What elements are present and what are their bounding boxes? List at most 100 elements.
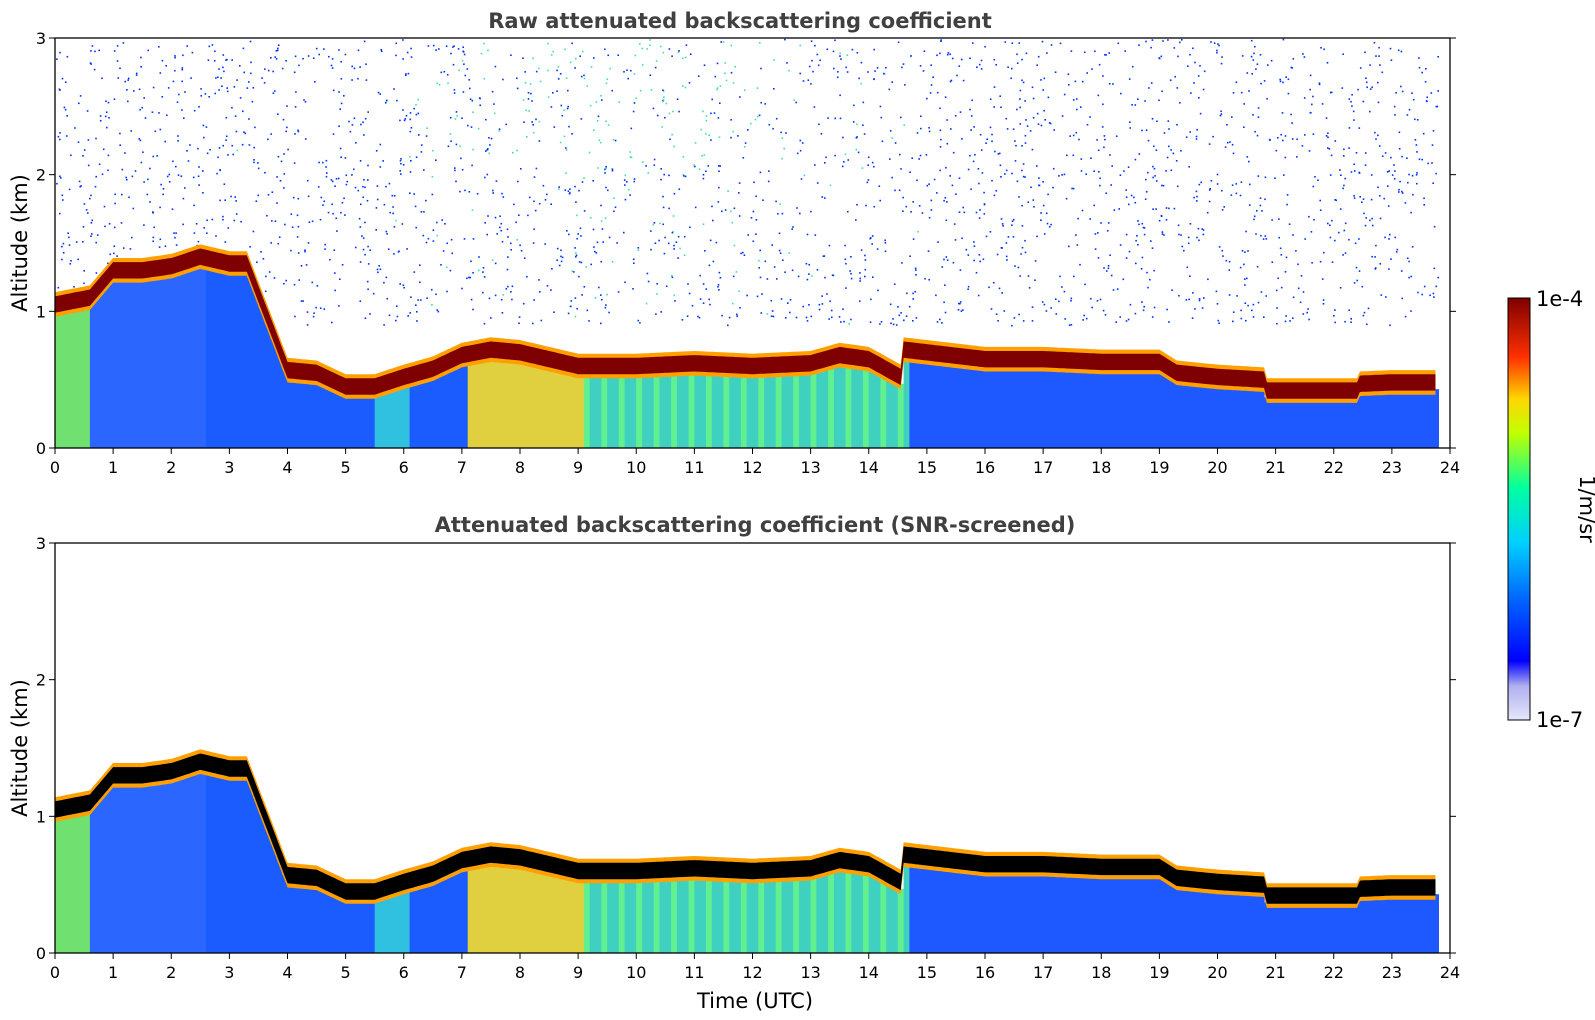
noise-pixel: [1161, 90, 1163, 93]
noise-pixel: [510, 242, 512, 245]
noise-pixel: [1411, 92, 1413, 94]
noise-pixel: [1198, 298, 1201, 300]
noise-pixel: [736, 315, 738, 318]
noise-pixel: [1099, 184, 1101, 187]
noise-pixel: [223, 70, 225, 73]
noise-pixel: [319, 307, 322, 309]
noise-pixel: [1348, 147, 1350, 149]
noise-pixel: [850, 277, 853, 280]
backscatter-column: [915, 358, 922, 448]
noise-pixel: [1348, 127, 1351, 129]
noise-pixel: [531, 100, 533, 102]
backscatter-column: [804, 370, 812, 448]
noise-pixel: [218, 147, 221, 149]
backscatter-column: [322, 383, 329, 448]
noise-pixel: [1281, 112, 1284, 114]
backscatter-column: [1327, 902, 1335, 953]
noise-pixel: [1220, 62, 1223, 65]
noise-pixel: [260, 251, 262, 253]
noise-pixel: [181, 67, 184, 69]
noise-pixel: [577, 233, 579, 235]
x-tick-label: 23: [1382, 458, 1402, 477]
noise-pixel: [1263, 80, 1266, 82]
x-tick-label: 14: [859, 963, 879, 982]
noise-pixel: [633, 180, 636, 183]
noise-pixel: [1090, 157, 1092, 159]
noise-pixel: [1109, 254, 1111, 256]
backscatter-column: [55, 310, 62, 448]
backscatter-column: [1269, 397, 1277, 448]
noise-pixel: [225, 135, 228, 138]
noise-pixel: [1172, 152, 1175, 155]
noise-pixel: [533, 299, 535, 301]
noise-pixel: [158, 112, 160, 114]
noise-pixel: [399, 159, 402, 162]
noise-pixel: [1155, 149, 1158, 151]
noise-pixel: [485, 150, 487, 152]
noise-pixel: [588, 320, 590, 322]
noise-pixel: [753, 181, 755, 184]
noise-pixel: [520, 249, 523, 252]
noise-pixel: [130, 130, 132, 132]
noise-pixel: [1417, 291, 1419, 294]
noise-pixel: [833, 67, 835, 70]
noise-pixel: [930, 199, 933, 202]
noise-pixel: [911, 157, 913, 159]
backscatter-column: [961, 868, 969, 953]
backscatter-column: [392, 386, 399, 448]
noise-pixel: [77, 141, 80, 143]
noise-pixel: [437, 310, 440, 313]
noise-pixel: [943, 258, 945, 261]
noise-pixel: [1210, 180, 1213, 182]
noise-pixel: [1433, 296, 1435, 298]
noise-pixel: [600, 95, 602, 97]
noise-pixel: [483, 42, 485, 45]
noise-pixel: [174, 236, 176, 239]
noise-pixel: [1371, 86, 1373, 89]
backscatter-column: [490, 356, 498, 448]
backscatter-column: [159, 274, 166, 448]
backscatter-column: [450, 366, 457, 448]
colorbar-unit-label: 1/m/sr: [1575, 475, 1595, 543]
noise-pixel: [278, 236, 281, 238]
noise-pixel: [973, 245, 976, 247]
noise-pixel: [566, 230, 568, 232]
noise-pixel: [1192, 47, 1194, 50]
noise-pixel: [575, 256, 577, 258]
backscatter-column: [246, 277, 254, 448]
noise-pixel: [1334, 321, 1336, 324]
noise-pixel: [539, 80, 542, 83]
noise-pixel: [283, 187, 285, 189]
noise-pixel: [482, 271, 484, 273]
x-axis-screened: 0 1 2 3 4 5 6 7 8 9 10 11 12 13 14 15 16 17 18 19 20 21 22 23 24: [50, 953, 1460, 982]
noise-pixel: [1181, 39, 1183, 41]
noise-pixel: [1256, 265, 1259, 268]
noise-pixel: [1025, 52, 1028, 55]
backscatter-column: [897, 383, 905, 448]
noise-pixel: [895, 324, 898, 326]
noise-pixel: [962, 309, 964, 311]
backscatter-column: [339, 897, 347, 953]
noise-pixel: [565, 172, 567, 174]
backscatter-column: [874, 875, 881, 953]
noise-pixel: [438, 84, 441, 86]
x-tick-label: 16: [975, 458, 995, 477]
noise-pixel: [1151, 247, 1154, 249]
backscatter-column: [1368, 895, 1375, 953]
backscatter-column: [758, 877, 765, 953]
noise-pixel: [823, 255, 826, 257]
noise-pixel: [664, 236, 666, 239]
noise-pixel: [844, 153, 847, 156]
noise-pixel: [1252, 316, 1255, 318]
noise-pixel: [858, 77, 860, 80]
noise-pixel: [738, 192, 740, 194]
backscatter-column: [636, 372, 643, 448]
noise-pixel: [1401, 297, 1403, 300]
noise-pixel: [57, 286, 60, 289]
noise-pixel: [449, 269, 452, 272]
noise-pixel: [871, 161, 874, 164]
noise-pixel: [784, 317, 787, 319]
noise-pixel: [860, 61, 863, 64]
noise-pixel: [501, 192, 503, 195]
noise-pixel: [226, 90, 229, 93]
